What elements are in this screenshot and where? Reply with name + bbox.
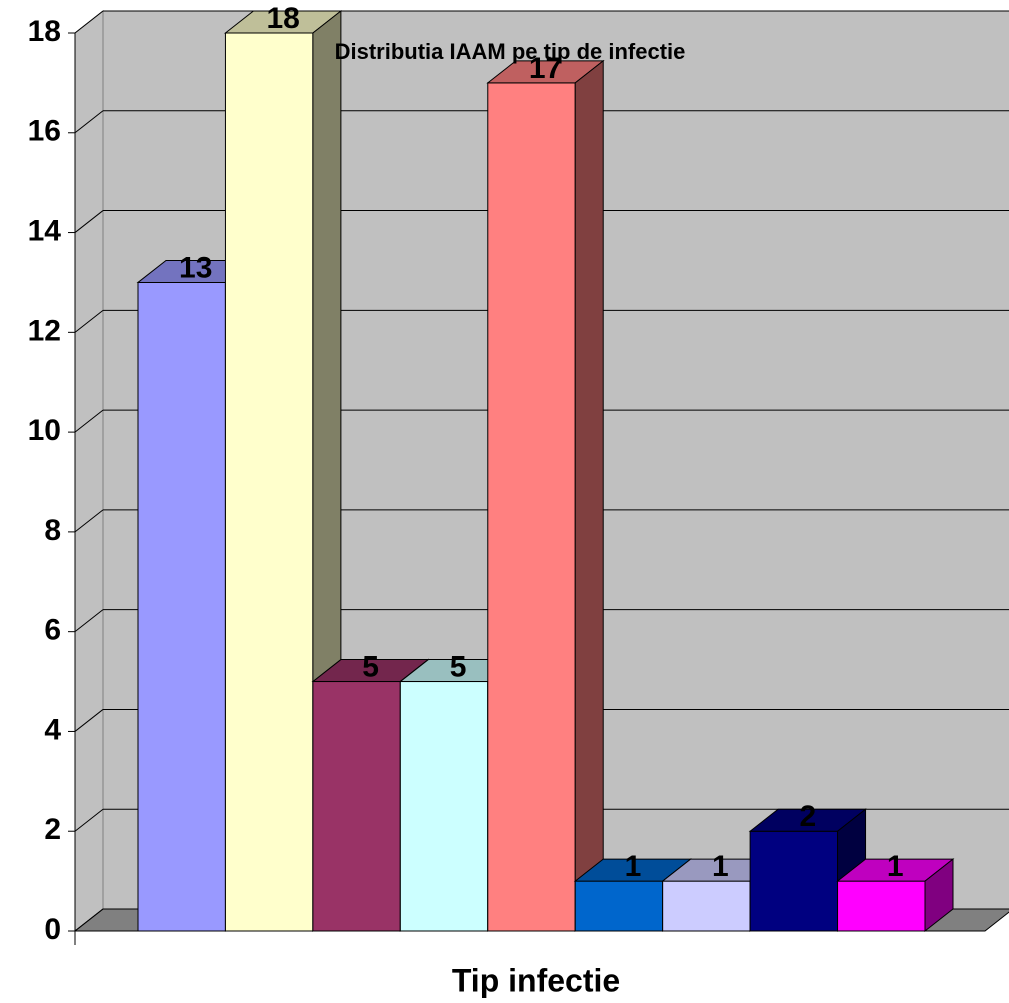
grid-line <box>74 210 104 233</box>
grid-line <box>74 908 104 932</box>
grid-line <box>74 110 104 134</box>
grid-line <box>74 309 104 333</box>
bar-side <box>924 858 954 933</box>
data-label: 13 <box>179 251 212 284</box>
bar <box>487 82 576 932</box>
data-label: 2 <box>799 800 816 833</box>
y-tick-label: 8 <box>44 514 61 547</box>
grid-line <box>74 709 104 732</box>
y-tick-label: 0 <box>44 913 61 946</box>
data-label: 1 <box>712 850 729 883</box>
y-tick-label: 2 <box>44 813 61 846</box>
grid-line <box>74 409 104 433</box>
bar <box>662 880 751 932</box>
bar <box>837 880 926 932</box>
bar-side <box>574 59 604 933</box>
y-tick-label: 16 <box>28 115 61 148</box>
data-label: 1 <box>887 850 904 883</box>
y-tick-label: 4 <box>44 713 61 746</box>
data-label: 1 <box>625 850 642 883</box>
bars: 13 18 5 5 17 1 1 2 1 <box>136 2 955 933</box>
y-tick-label: 18 <box>28 15 61 48</box>
data-label: 18 <box>266 2 299 35</box>
x-axis-label: Tip infectie <box>452 962 620 998</box>
data-label: 5 <box>450 650 467 683</box>
chart-title: Distributia IAAM pe tip de infectie <box>335 39 686 64</box>
bar <box>312 681 401 932</box>
bar <box>224 32 314 932</box>
bar <box>574 880 664 932</box>
grid-line <box>74 509 104 533</box>
y-tick-label: 10 <box>28 414 61 447</box>
y-tick-label: 6 <box>44 614 61 647</box>
grid-line <box>74 808 104 832</box>
bar <box>399 681 489 932</box>
bar <box>137 281 226 932</box>
grid-line <box>74 609 104 633</box>
bar <box>749 830 839 932</box>
data-label: 17 <box>529 52 562 85</box>
side-wall <box>74 9 104 933</box>
y-tick-label: 14 <box>28 214 62 247</box>
y-tick-label: 12 <box>28 314 61 347</box>
data-label: 5 <box>362 650 379 683</box>
grid-line <box>74 10 104 34</box>
